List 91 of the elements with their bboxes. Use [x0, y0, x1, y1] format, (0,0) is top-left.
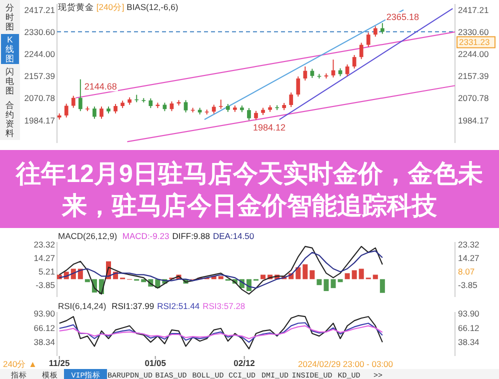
text: 分时图 — [6, 2, 14, 32]
bar — [358, 268, 364, 280]
candlestick — [64, 103, 68, 118]
y-tick-label: 5.21 — [38, 266, 56, 276]
candlestick — [373, 26, 378, 38]
annotation: 2365.18 — [386, 12, 419, 22]
candlestick — [100, 106, 104, 120]
ref-line-label: 2331.23 — [459, 37, 490, 48]
candlestick — [148, 98, 153, 109]
candlestick — [289, 92, 294, 108]
bar — [310, 270, 315, 280]
y-tick-label: 2157.39 — [24, 71, 56, 82]
text: K线图 — [6, 34, 14, 64]
text: 往年12月9日驻马店今天实时金价，金色未来，驻马店今日金价智能追踪科技 — [15, 160, 483, 220]
candlestick — [247, 108, 251, 121]
bar — [141, 279, 146, 282]
bar — [218, 276, 224, 280]
bar — [372, 274, 378, 280]
bar — [316, 279, 322, 286]
y2-tick-label: 2070.78 — [458, 93, 489, 104]
bar — [296, 267, 301, 280]
y-tick-label: 14.27 — [34, 252, 56, 263]
candlestick — [352, 54, 356, 70]
y2-tick-label: 2330.60 — [458, 26, 489, 37]
y2-tick-label: 23.32 — [458, 239, 480, 250]
y-tick-label: 66.12 — [34, 322, 56, 333]
y2-tick-label: 38.34 — [458, 337, 480, 348]
bar — [246, 279, 252, 292]
candlestick — [296, 76, 300, 98]
bar — [338, 279, 343, 282]
bar — [302, 264, 308, 280]
text: DEA:14.50 — [212, 231, 254, 241]
text: 合约资料 — [6, 100, 14, 138]
text: 2024/02/29 23:00 - 03:00 — [298, 359, 394, 369]
y-tick-label: -3.85 — [36, 280, 56, 290]
annotation: BIAS(12,-6,6) — [126, 2, 178, 12]
line-series — [58, 322, 383, 343]
y-tick-label: 38.34 — [34, 337, 56, 348]
y2-tick-label: 2417.21 — [458, 4, 489, 15]
candlestick — [114, 103, 118, 114]
bar — [344, 273, 350, 280]
x-tick-label: 02/12 — [234, 358, 256, 368]
bar — [352, 270, 357, 280]
line-series — [58, 250, 383, 289]
bar — [324, 279, 329, 292]
chart-title: RSI(6,14,24) — [58, 301, 109, 311]
candlestick — [380, 22, 384, 34]
y-tick-label: 1984.17 — [24, 115, 56, 126]
y-tick-label: 2330.60 — [24, 26, 56, 37]
candlestick — [366, 32, 370, 48]
text: 闪电图 — [6, 66, 14, 96]
bar — [380, 279, 385, 293]
y-tick-label: 2070.78 — [24, 93, 56, 104]
annotation: [240分] — [96, 2, 127, 12]
y2-tick-label: 66.12 — [458, 322, 480, 333]
y-tick-label: 2244.00 — [24, 48, 56, 59]
bar — [260, 274, 266, 280]
chart-title: MACD(26,12,9) — [58, 231, 120, 241]
line-series — [58, 315, 383, 350]
y2-tick-label: 14.27 — [458, 252, 480, 263]
y-tick-label: 93.90 — [34, 308, 56, 319]
text: DIFF:9.88 — [172, 231, 210, 241]
annotation: 2144.68 — [84, 81, 117, 92]
candlestick — [218, 99, 223, 110]
x-tick-label: 11/25 — [48, 358, 70, 368]
annotation: 1984.12 — [252, 122, 286, 132]
line-series — [58, 325, 383, 340]
y2-tick-label: 1984.17 — [458, 115, 489, 126]
candlestick — [184, 100, 188, 113]
text: RSI1:37.99 — [112, 301, 154, 311]
text: RSI2:51.44 — [157, 301, 200, 311]
candlestick — [71, 95, 76, 108]
y-tick-label: 23.32 — [34, 239, 56, 250]
y2-tick-label: -3.85 — [458, 280, 478, 290]
bar — [84, 279, 90, 282]
candlestick — [78, 78, 82, 112]
line-series — [58, 246, 383, 295]
candlestick — [92, 106, 96, 120]
x-tick-label: 01/05 — [144, 358, 166, 368]
bar — [330, 279, 336, 288]
y2-tick-label: 93.90 — [458, 308, 480, 319]
text: 8.07 — [458, 266, 475, 276]
chart-subtitle: 现货黄金 — [58, 2, 96, 12]
y2-tick-label: 2157.39 — [458, 71, 489, 82]
y2-tick-label: 2244.00 — [458, 48, 489, 59]
y-tick-label: 2417.21 — [24, 4, 56, 15]
text: MACD:-9.23 — [122, 231, 170, 241]
candlestick — [359, 42, 364, 60]
text: RSI3:57.28 — [202, 301, 246, 311]
text: 240分 ▲ — [3, 359, 37, 369]
candlestick — [303, 66, 308, 82]
